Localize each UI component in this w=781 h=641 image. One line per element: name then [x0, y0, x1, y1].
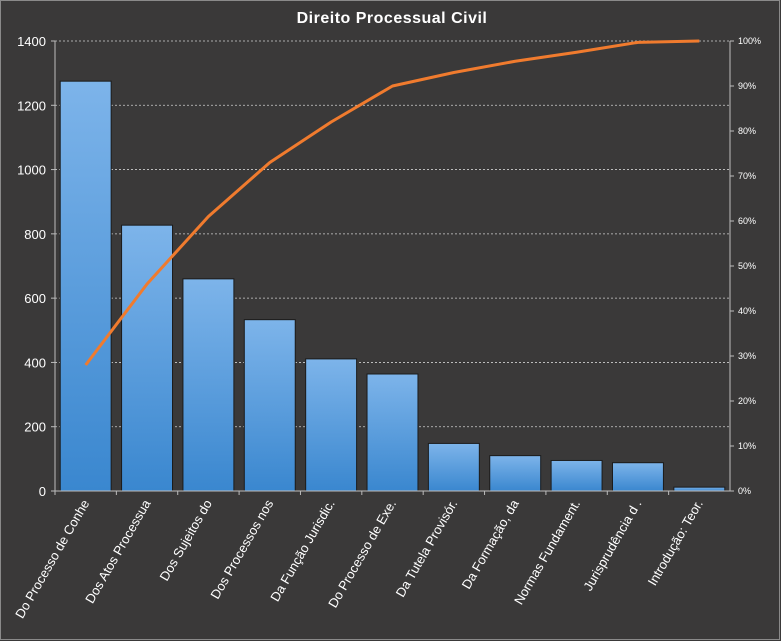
y-tick-label: 1400	[17, 34, 46, 49]
y2-tick-label: 100%	[738, 36, 761, 46]
y-tick-label: 400	[24, 355, 46, 370]
y2-tick-label: 30%	[738, 351, 756, 361]
y2-tick-label: 80%	[738, 126, 756, 136]
pareto-line	[84, 39, 700, 366]
y2-tick-label: 90%	[738, 81, 756, 91]
y2-tick-label: 10%	[738, 441, 756, 451]
y-tick-label: 1000	[17, 163, 46, 178]
y2-tick-label: 20%	[738, 396, 756, 406]
bar	[59, 80, 112, 492]
bar	[427, 442, 480, 492]
bar	[673, 486, 726, 492]
chart-title: Direito Processual Civil	[297, 10, 488, 27]
y-axis-ticks: 0 200 400 600 800 1000 1200 1400	[17, 34, 55, 499]
secondary-y-axis-ticks: 0% 10% 20% 30% 40% 50% 60% 70% 80% 90% 100%	[730, 36, 761, 496]
y-tick-label: 200	[24, 420, 46, 435]
y2-tick-label: 0%	[738, 486, 751, 496]
bar	[366, 373, 419, 492]
bar	[243, 319, 296, 492]
y2-tick-label: 60%	[738, 216, 756, 226]
y-tick-label: 0	[39, 484, 46, 499]
bar	[489, 455, 542, 492]
y2-tick-label: 50%	[738, 261, 756, 271]
y2-tick-label: 70%	[738, 171, 756, 181]
bars	[59, 80, 726, 492]
y-tick-label: 1200	[17, 98, 46, 113]
y-tick-label: 600	[24, 291, 46, 306]
y2-tick-label: 40%	[738, 306, 756, 316]
bar	[305, 358, 358, 492]
y-tick-label: 800	[24, 227, 46, 242]
bar	[182, 278, 235, 492]
bar	[611, 462, 664, 492]
bar	[550, 459, 603, 492]
cumulative-line	[84, 39, 700, 366]
